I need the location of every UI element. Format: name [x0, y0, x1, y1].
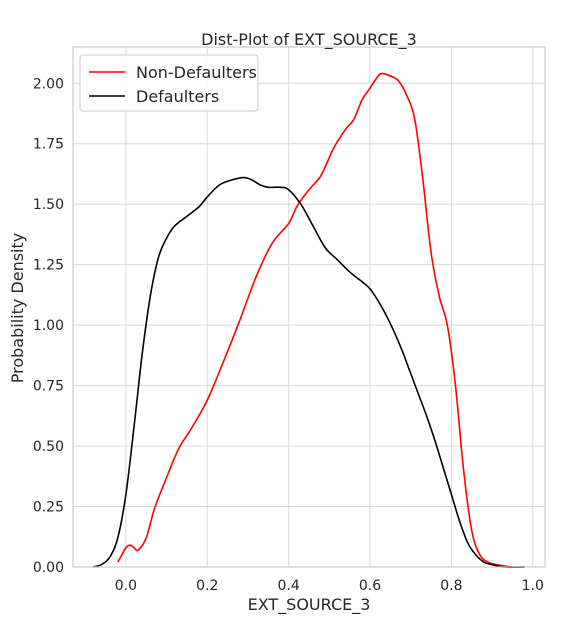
y-axis-label: Probability Density	[8, 233, 27, 384]
y-tick-label: 1.50	[33, 197, 64, 213]
x-tick-label: 0.0	[115, 578, 137, 594]
y-tick-label: 0.75	[33, 379, 64, 395]
legend-label-defaulters: Defaulters	[136, 87, 219, 106]
x-tick-label: 0.8	[440, 578, 462, 594]
legend-frame	[79, 54, 259, 112]
x-tick-labels: 0.0 0.2 0.4 0.6 0.8 1.0	[115, 578, 544, 594]
y-tick-label: 0.00	[33, 560, 64, 576]
x-tick-label: 0.2	[196, 578, 218, 594]
legend-label-non-defaulters: Non-Defaulters	[136, 63, 257, 82]
y-tick-label: 1.25	[33, 258, 64, 274]
y-tick-label: 1.00	[33, 318, 64, 334]
plot-frame	[72, 46, 546, 568]
y-tick-label: 0.25	[33, 500, 64, 516]
series-layer	[93, 72, 525, 568]
y-tick-labels: 0.00 0.25 0.50 0.75 1.00 1.25 1.50 1.75 2.00	[33, 76, 64, 576]
x-tick-label: 1.0	[522, 578, 544, 594]
series-line-non-defaulters	[117, 72, 525, 568]
y-tick-label: 2.00	[33, 76, 64, 92]
grid	[73, 47, 545, 568]
y-tick-label: 1.75	[33, 137, 64, 153]
y-tick-label: 0.50	[33, 439, 64, 455]
legend: Non-Defaulters Defaulters	[79, 54, 259, 112]
series-line-defaulters	[93, 176, 525, 568]
x-tick-label: 0.4	[278, 578, 300, 594]
chart-title: Dist-Plot of EXT_SOURCE_3	[201, 30, 417, 50]
x-axis-label: EXT_SOURCE_3	[248, 595, 371, 615]
x-tick-label: 0.6	[359, 578, 381, 594]
